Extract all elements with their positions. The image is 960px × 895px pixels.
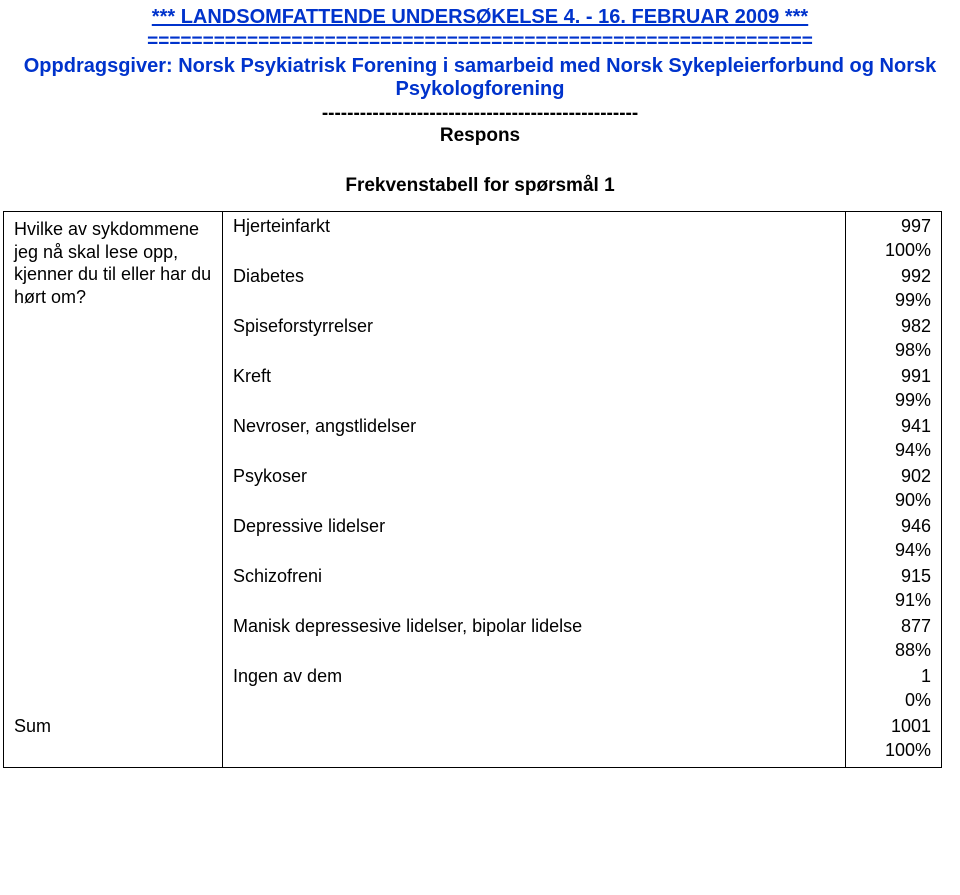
divider-dashes: ----------------------------------------… bbox=[0, 103, 960, 125]
count-value: 991 bbox=[846, 362, 941, 388]
sum-row: Sum 1001 100% bbox=[4, 712, 941, 767]
sum-count: 1001 bbox=[846, 712, 941, 738]
question-text: Hvilke av sykdommene jeg nå skal lese op… bbox=[14, 219, 211, 307]
percent-value: 98% bbox=[846, 338, 941, 362]
table-title: Frekvenstabell for spørsmål 1 bbox=[0, 175, 960, 197]
category-label: Manisk depressesive lidelser, bipolar li… bbox=[223, 612, 845, 662]
count-value: 941 bbox=[846, 412, 941, 438]
respons-label: Respons bbox=[0, 125, 960, 147]
percent-value: 0% bbox=[846, 688, 941, 712]
percent-value: 99% bbox=[846, 388, 941, 412]
page: *** LANDSOMFATTENDE UNDERSØKELSE 4. - 16… bbox=[0, 0, 960, 895]
percent-value: 100% bbox=[846, 238, 941, 262]
category-label: Ingen av dem bbox=[223, 662, 845, 712]
category-label: Depressive lidelser bbox=[223, 512, 845, 562]
frequency-table: Hvilke av sykdommene jeg nå skal lese op… bbox=[3, 211, 942, 768]
count-value: 915 bbox=[846, 562, 941, 588]
category-label: Hjerteinfarkt bbox=[223, 212, 845, 262]
percent-value: 94% bbox=[846, 538, 941, 562]
count-value: 902 bbox=[846, 462, 941, 488]
sum-label: Sum bbox=[4, 712, 223, 767]
count-value: 982 bbox=[846, 312, 941, 338]
category-column: Hjerteinfarkt Diabetes Spiseforstyrrelse… bbox=[223, 212, 846, 712]
category-label: Psykoser bbox=[223, 462, 845, 512]
survey-title: *** LANDSOMFATTENDE UNDERSØKELSE 4. - 16… bbox=[0, 6, 960, 29]
category-label: Nevroser, angstlidelser bbox=[223, 412, 845, 462]
client-line-1: Oppdragsgiver: Norsk Psykiatrisk Forenin… bbox=[0, 55, 960, 78]
percent-value: 88% bbox=[846, 638, 941, 662]
question-cell: Hvilke av sykdommene jeg nå skal lese op… bbox=[4, 212, 223, 712]
percent-value: 94% bbox=[846, 438, 941, 462]
client-line-2: Psykologforening bbox=[0, 78, 960, 101]
count-value: 1 bbox=[846, 662, 941, 688]
category-label: Spiseforstyrrelser bbox=[223, 312, 845, 362]
percent-value: 90% bbox=[846, 488, 941, 512]
count-value: 992 bbox=[846, 262, 941, 288]
category-label: Diabetes bbox=[223, 262, 845, 312]
category-label: Kreft bbox=[223, 362, 845, 412]
percent-value: 91% bbox=[846, 588, 941, 612]
value-column: 997100% 99299% 98298% 99199% 94194% 9029… bbox=[846, 212, 941, 712]
divider-equals: ========================================… bbox=[0, 31, 960, 53]
category-label: Schizofreni bbox=[223, 562, 845, 612]
count-value: 997 bbox=[846, 212, 941, 238]
percent-value: 99% bbox=[846, 288, 941, 312]
sum-percent: 100% bbox=[846, 738, 941, 768]
header: *** LANDSOMFATTENDE UNDERSØKELSE 4. - 16… bbox=[0, 0, 960, 197]
count-value: 877 bbox=[846, 612, 941, 638]
count-value: 946 bbox=[846, 512, 941, 538]
